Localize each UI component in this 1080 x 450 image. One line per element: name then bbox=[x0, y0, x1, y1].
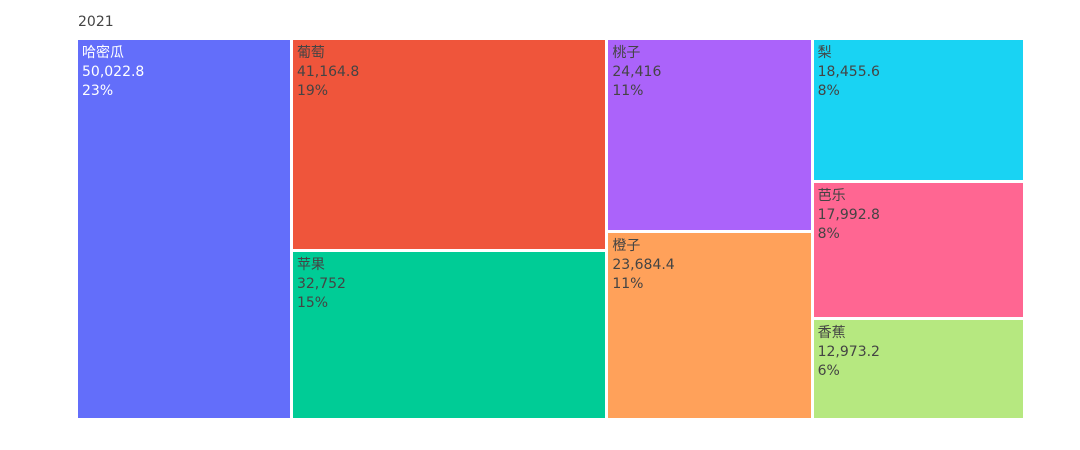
tile-label: 梨 18,455.6 8% bbox=[818, 44, 880, 101]
tile-label: 桃子 24,416 11% bbox=[612, 44, 661, 101]
tile-value: 24,416 bbox=[612, 64, 662, 80]
tile-value: 23,684.4 bbox=[612, 257, 675, 274]
treemap-tile[interactable]: 葡萄 41,164.8 19% bbox=[292, 40, 606, 249]
tile-name: 苹果 bbox=[296, 257, 325, 273]
tile-label: 芭乐 17,992.8 8% bbox=[818, 187, 880, 244]
treemap-tile[interactable]: 香蕉 12,973.2 6% bbox=[813, 320, 1023, 418]
tile-label: 葡萄 41,164.8 19% bbox=[297, 44, 359, 101]
treemap-tile[interactable]: 芭乐 17,992.8 8% bbox=[813, 182, 1023, 318]
tile-name: 梨 bbox=[817, 45, 832, 61]
tile-value: 17,992.8 bbox=[817, 206, 880, 223]
tile-name: 香蕉 bbox=[817, 325, 846, 342]
tile-name: 葡萄 bbox=[296, 45, 325, 61]
tile-label: 香蕉 12,973.2 6% bbox=[818, 324, 880, 381]
tile-name: 芭乐 bbox=[817, 187, 846, 204]
tile-percent: 8% bbox=[817, 83, 840, 99]
tile-percent: 8% bbox=[817, 225, 840, 242]
tile-percent: 19% bbox=[296, 83, 329, 99]
tile-percent: 6% bbox=[817, 363, 840, 380]
tile-label: 哈密瓜 50,022.8 23% bbox=[82, 44, 144, 101]
tile-value: 32,752 bbox=[296, 276, 346, 292]
tile-name: 橙子 bbox=[612, 238, 641, 255]
treemap-tile[interactable]: 苹果 32,752 15% bbox=[292, 252, 606, 418]
treemap-tile[interactable]: 橙子 23,684.4 11% bbox=[608, 233, 811, 418]
tile-label: 橙子 23,684.4 11% bbox=[612, 237, 674, 294]
tile-name: 哈密瓜 bbox=[82, 45, 124, 61]
tile-value: 41,164.8 bbox=[296, 64, 360, 80]
treemap-tile[interactable]: 桃子 24,416 11% bbox=[608, 40, 811, 231]
tile-percent: 23% bbox=[82, 83, 114, 99]
tile-percent: 15% bbox=[296, 295, 329, 311]
tile-label: 苹果 32,752 15% bbox=[297, 256, 346, 313]
treemap-tile[interactable]: 哈密瓜 50,022.8 23% bbox=[78, 40, 290, 418]
treemap-root-label: 2021 bbox=[78, 14, 114, 30]
tile-value: 12,973.2 bbox=[817, 344, 880, 361]
tile-value: 18,455.6 bbox=[817, 64, 880, 80]
tile-value: 50,022.8 bbox=[82, 64, 145, 80]
tile-percent: 11% bbox=[612, 276, 644, 293]
treemap-tile[interactable]: 梨 18,455.6 8% bbox=[813, 40, 1023, 180]
tile-percent: 11% bbox=[612, 83, 644, 99]
tile-name: 桃子 bbox=[612, 45, 641, 61]
